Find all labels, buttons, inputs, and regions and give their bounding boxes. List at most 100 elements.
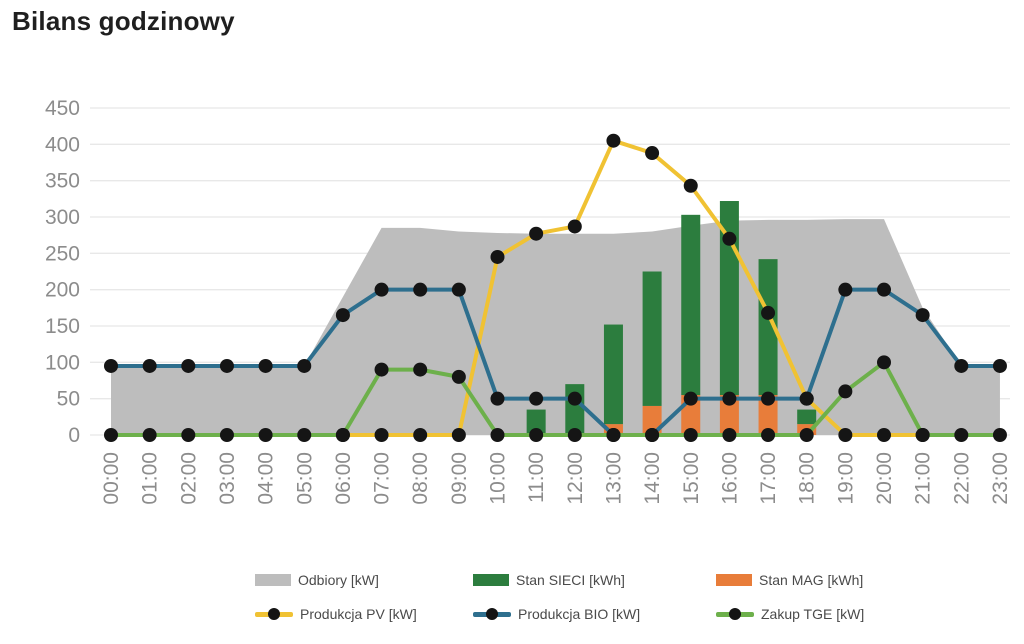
point-marker: [915, 428, 930, 442]
point-marker: [413, 282, 428, 297]
point-marker: [529, 226, 544, 241]
point-marker: [606, 133, 621, 148]
point-marker: [722, 428, 737, 442]
point-marker: [799, 428, 814, 442]
point-marker: [142, 358, 157, 373]
x-tick-label: 03:00: [216, 452, 239, 505]
y-tick-label: 450: [45, 97, 80, 120]
x-tick-label: 13:00: [602, 452, 625, 505]
stan-sieci-bar: [681, 214, 701, 396]
point-marker: [838, 384, 853, 399]
y-tick-label: 300: [45, 206, 80, 229]
point-marker: [683, 428, 698, 442]
point-marker: [374, 362, 389, 377]
point-marker: [683, 391, 698, 406]
point-marker: [258, 428, 273, 442]
point-marker: [838, 428, 853, 442]
point-marker: [683, 178, 698, 193]
x-axis-labels: 00:00 01:00 02:00 03:00 04:00 05:00 06:00 07:00…: [100, 452, 1012, 505]
stan-sieci-bar: [603, 324, 623, 425]
point-marker: [219, 358, 234, 373]
x-tick-label: 12:00: [564, 452, 587, 505]
point-marker: [877, 282, 891, 297]
point-marker: [567, 219, 582, 234]
point-marker: [297, 358, 312, 373]
point-marker: [567, 391, 582, 406]
point-marker: [761, 305, 776, 320]
y-tick-label: 100: [45, 351, 80, 374]
point-marker: [297, 428, 312, 442]
point-marker: [413, 428, 428, 442]
y-tick-label: 400: [45, 133, 80, 156]
x-tick-label: 11:00: [525, 452, 548, 503]
x-tick-label: 16:00: [718, 452, 741, 505]
y-tick-label: 250: [45, 242, 80, 265]
point-marker: [181, 428, 196, 442]
y-tick-label: 50: [57, 388, 80, 411]
stan-sieci-bar: [797, 409, 817, 425]
point-marker: [606, 428, 621, 442]
point-marker: [490, 249, 505, 264]
chart-title: Bilans godzinowy: [12, 6, 235, 36]
x-tick-label: 15:00: [680, 452, 703, 505]
point-marker: [451, 369, 466, 384]
point-marker: [722, 231, 737, 246]
stan-bars: [526, 201, 817, 435]
x-tick-label: 18:00: [796, 452, 819, 505]
point-marker: [104, 428, 118, 442]
point-marker: [529, 391, 544, 406]
odbiory-area: [111, 219, 1000, 435]
x-tick-label: 10:00: [487, 452, 510, 505]
point-marker: [104, 358, 118, 373]
point-marker: [992, 428, 1007, 442]
point-marker: [258, 358, 273, 373]
point-marker: [877, 428, 891, 442]
point-marker: [761, 391, 776, 406]
stan-sieci-bar: [758, 259, 778, 396]
x-tick-label: 19:00: [834, 452, 857, 505]
stan-mag-bar: [758, 395, 778, 435]
point-marker: [490, 428, 505, 442]
y-tick-label: 150: [45, 315, 80, 338]
y-tick-label: 0: [68, 424, 80, 447]
stan-sieci-bar: [526, 409, 546, 435]
point-marker: [722, 391, 737, 406]
x-tick-label: 06:00: [332, 452, 355, 505]
point-marker: [954, 358, 969, 373]
stan-mag-bar: [719, 395, 739, 435]
point-marker: [335, 308, 350, 323]
point-marker: [181, 358, 196, 373]
point-marker: [761, 428, 776, 442]
x-tick-label: 08:00: [409, 452, 432, 505]
stan-sieci-bar: [642, 271, 662, 406]
point-marker: [877, 355, 891, 370]
x-tick-label: 04:00: [255, 452, 278, 505]
x-tick-label: 00:00: [100, 452, 123, 505]
x-tick-label: 22:00: [950, 452, 973, 505]
point-marker: [374, 428, 389, 442]
point-marker: [142, 428, 157, 442]
point-marker: [219, 428, 234, 442]
stan-mag-bar: [642, 405, 662, 435]
data-point-markers: [104, 133, 1007, 442]
produkcja-pv-line: [340, 138, 925, 437]
x-tick-label: 17:00: [757, 452, 780, 505]
point-marker: [567, 428, 582, 442]
point-marker: [799, 391, 814, 406]
point-marker: [838, 282, 853, 297]
point-marker: [490, 391, 505, 406]
x-tick-label: 21:00: [912, 452, 935, 505]
x-tick-label: 02:00: [177, 452, 200, 505]
point-marker: [645, 146, 660, 161]
point-marker: [954, 428, 969, 442]
point-marker: [413, 362, 428, 377]
x-tick-label: 20:00: [873, 452, 896, 505]
x-tick-label: 05:00: [293, 452, 316, 505]
x-tick-label: 01:00: [139, 452, 162, 505]
y-axis-labels: 450 400 350 300 250 200 150 100 50 0: [45, 97, 80, 447]
point-marker: [451, 428, 466, 442]
point-marker: [529, 428, 544, 442]
point-marker: [992, 358, 1007, 373]
point-marker: [374, 282, 389, 297]
